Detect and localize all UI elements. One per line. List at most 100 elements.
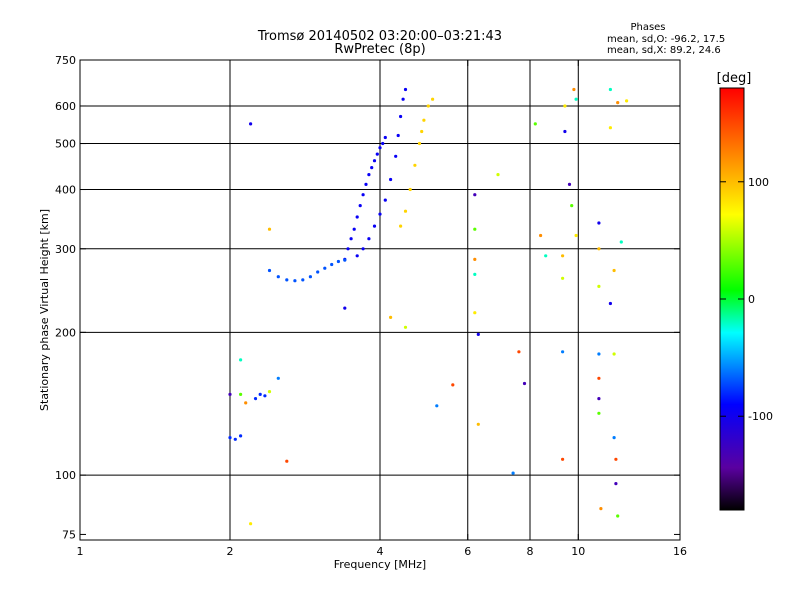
data-point xyxy=(367,173,371,177)
x-tick-label: 4 xyxy=(377,545,384,558)
x-tick-label: 16 xyxy=(673,545,687,558)
data-point xyxy=(420,129,424,134)
data-point xyxy=(355,215,359,219)
data-point xyxy=(597,221,601,225)
data-point xyxy=(323,266,327,270)
x-tick-label: 6 xyxy=(464,545,471,558)
colorbar-tick-label: 100 xyxy=(748,176,769,189)
data-point xyxy=(381,141,385,146)
colorbar-ticks: 100 0 -100 xyxy=(720,176,773,423)
data-point xyxy=(451,383,455,387)
data-point xyxy=(394,154,398,158)
data-point xyxy=(364,182,368,186)
data-point xyxy=(276,275,280,279)
data-point xyxy=(473,193,477,197)
data-point xyxy=(476,422,480,426)
data-point xyxy=(614,482,618,486)
data-point xyxy=(408,187,412,192)
data-point xyxy=(413,163,417,167)
data-points xyxy=(228,87,629,526)
y-tick-label: 600 xyxy=(55,100,76,113)
data-point xyxy=(574,233,578,238)
data-point xyxy=(258,392,262,396)
data-point xyxy=(355,254,359,258)
data-point xyxy=(285,459,289,463)
chart-subtitle: RwPretec (8p) xyxy=(334,42,425,57)
data-point xyxy=(422,118,426,122)
data-point xyxy=(293,279,297,283)
data-point xyxy=(233,437,237,441)
y-tick-label: 500 xyxy=(55,138,76,151)
data-point xyxy=(608,126,613,130)
colorbar-tick-label: 0 xyxy=(748,293,755,306)
data-point xyxy=(417,141,422,146)
data-point xyxy=(378,146,382,150)
data-point xyxy=(276,376,280,380)
data-point xyxy=(597,247,601,251)
data-point xyxy=(561,350,565,354)
y-tick-label: 750 xyxy=(55,54,76,67)
y-tick-label: 200 xyxy=(55,326,76,339)
data-point xyxy=(343,258,347,262)
data-point xyxy=(403,325,408,329)
data-point xyxy=(612,268,616,273)
data-point xyxy=(608,301,613,306)
data-point xyxy=(608,87,613,92)
data-point xyxy=(349,237,353,241)
data-point xyxy=(511,471,515,475)
y-tick-label: 100 xyxy=(55,469,76,482)
data-point xyxy=(375,152,379,156)
data-point xyxy=(619,240,623,244)
data-point xyxy=(563,129,567,134)
stats-header: Phases xyxy=(630,22,665,33)
data-point xyxy=(372,159,377,163)
x-axis-label: Frequency [MHz] xyxy=(334,558,426,571)
chart-title: Tromsø 20140502 03:20:00–03:21:43 xyxy=(257,29,502,44)
data-point xyxy=(367,237,371,241)
data-point xyxy=(625,99,629,103)
data-point xyxy=(343,306,347,310)
data-point xyxy=(544,254,548,258)
data-point xyxy=(612,436,616,440)
data-point xyxy=(389,315,393,319)
axis-ticks: 1 2 4 6 8 10 16 75 100 200 300 400 500 600 750 xyxy=(55,54,687,558)
data-point xyxy=(358,204,362,208)
data-point xyxy=(346,247,350,251)
data-point xyxy=(574,97,578,101)
data-point xyxy=(336,259,340,264)
data-point xyxy=(249,122,253,126)
data-point xyxy=(599,507,603,511)
data-point xyxy=(561,457,565,461)
data-point xyxy=(399,114,403,119)
data-point xyxy=(249,522,253,526)
data-point xyxy=(597,284,601,288)
data-point xyxy=(473,257,477,261)
data-point xyxy=(473,227,477,231)
data-point xyxy=(431,97,435,101)
data-point xyxy=(316,270,320,274)
data-point xyxy=(253,397,258,401)
data-point xyxy=(228,436,232,440)
y-tick-label: 300 xyxy=(55,243,76,256)
data-point xyxy=(383,198,387,202)
data-point xyxy=(228,392,232,396)
data-point xyxy=(383,135,387,140)
data-point xyxy=(244,401,248,405)
data-point xyxy=(473,272,477,276)
colorbar-label: [deg] xyxy=(717,71,752,86)
data-point xyxy=(361,247,365,251)
data-point xyxy=(597,352,601,356)
data-point xyxy=(522,381,527,386)
colorbar-tick-label: -100 xyxy=(748,410,773,423)
data-point xyxy=(361,193,365,197)
x-tick-label: 1 xyxy=(77,545,84,558)
data-point xyxy=(370,166,374,170)
data-point xyxy=(476,332,480,336)
data-point xyxy=(401,97,405,101)
data-point xyxy=(567,182,572,186)
data-point xyxy=(285,278,289,282)
data-point xyxy=(403,87,408,92)
data-point xyxy=(372,224,377,228)
data-point xyxy=(239,358,243,362)
data-point xyxy=(597,397,601,401)
